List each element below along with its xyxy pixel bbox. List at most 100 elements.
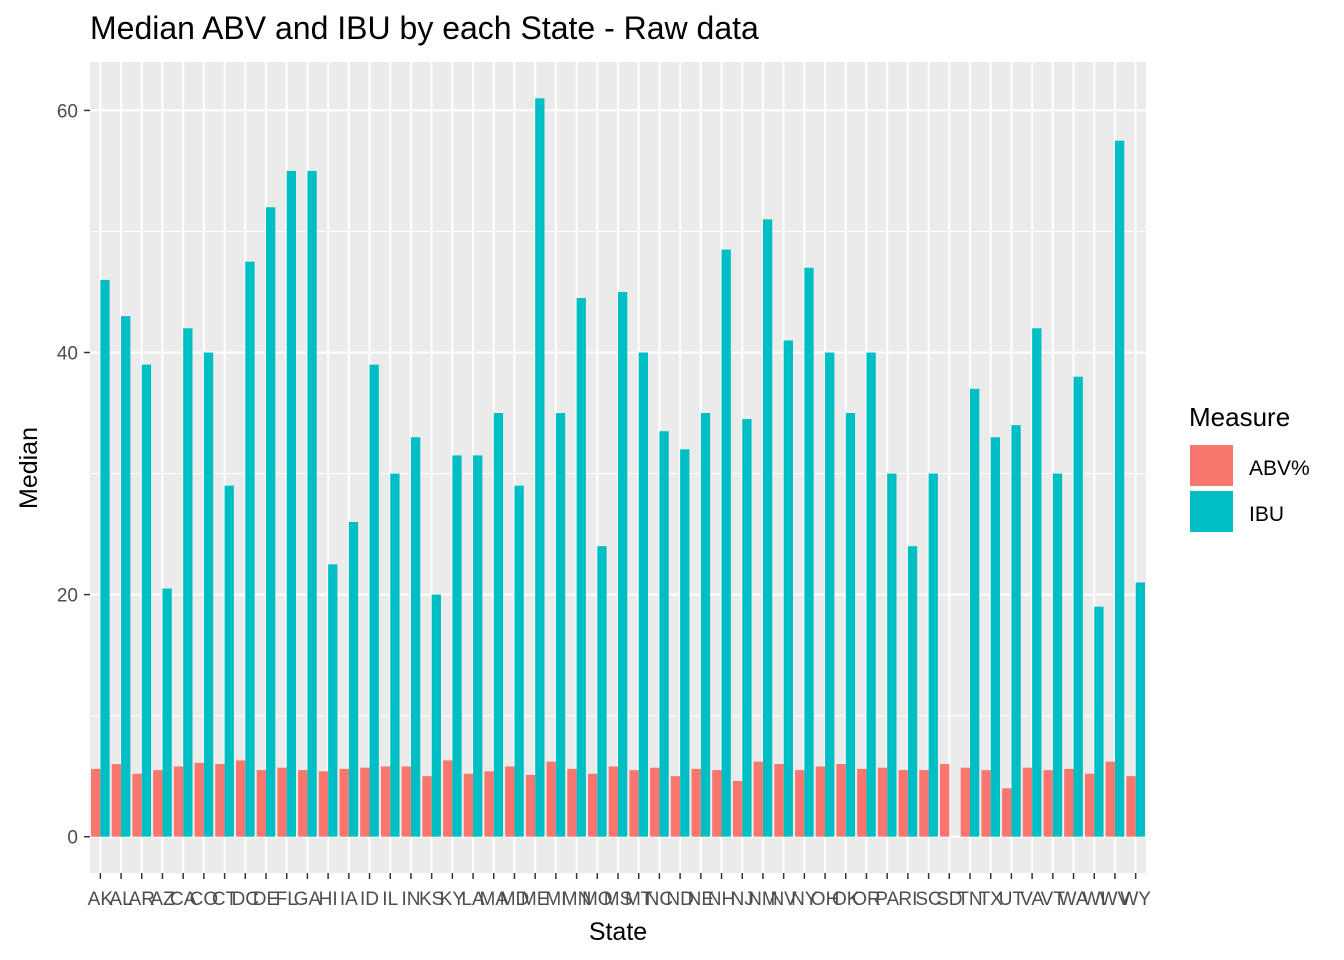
bar-ibu-ky [452, 455, 462, 837]
bar-ibu-ny [804, 267, 814, 837]
bar-ibu-pa [887, 473, 897, 837]
bar-abv-nv [774, 764, 784, 837]
bar-ibu-md [514, 485, 524, 837]
bar-abv-ca [173, 766, 184, 837]
bar-abv-in [401, 766, 411, 837]
x-tick-label-oh: OH [811, 889, 840, 910]
x-tick-label-md: MD [500, 889, 530, 910]
x-tick-label-ak: AK [88, 889, 114, 910]
bar-ibu-ca [183, 328, 193, 837]
bar-ibu-hi [328, 564, 338, 837]
x-tick-label-tx: TX [979, 889, 1004, 910]
bar-abv-pa [877, 767, 888, 837]
bar-abv-ne [691, 768, 701, 837]
bar-ibu-mi [555, 413, 566, 837]
x-tick-label-ks: KS [419, 889, 444, 910]
x-tick-label-dc: DC [232, 889, 259, 910]
x-tick-label-la: LA [461, 889, 485, 910]
bar-abv-il [380, 766, 391, 837]
x-tick-label-ma: MA [480, 889, 509, 910]
x-tick-label-co: CO [190, 889, 219, 910]
bar-ibu-wv [1114, 140, 1125, 837]
bar-ibu-sc [928, 473, 938, 837]
bar-ibu-az [162, 588, 172, 837]
bars [91, 98, 1145, 837]
legend-swatch-ibu [1190, 491, 1233, 532]
x-tick-label-mi: MI [545, 889, 566, 910]
x-tick-label-ut: UT [999, 889, 1025, 910]
bar-abv-sd [939, 764, 950, 837]
bar-ibu-me [535, 98, 545, 837]
bar-ibu-nm [762, 219, 773, 837]
bar-ibu-fl [286, 170, 297, 837]
x-tick-label-mn: MN [562, 889, 592, 910]
bar-abv-wy [1126, 776, 1136, 837]
x-tick-label-ne: NE [688, 889, 714, 910]
bar-abv-ok [836, 764, 846, 837]
bar-ibu-vt [1052, 473, 1063, 837]
x-tick-label-nj: NJ [731, 889, 754, 910]
y-tick-label: 40 [57, 344, 78, 365]
x-tick-label-ri: RI [898, 889, 917, 910]
bar-abv-id [360, 767, 370, 837]
bar-abv-ak [91, 768, 101, 837]
bar-abv-sc [919, 770, 929, 837]
bar-abv-fl [277, 767, 287, 837]
bar-abv-ia [339, 768, 349, 837]
x-tick-label-mo: MO [582, 889, 613, 910]
bar-abv-tx [981, 770, 991, 837]
bar-abv-or [857, 768, 867, 837]
x-tick-label-ny: NY [791, 889, 818, 910]
x-tick-label-ca: CA [170, 889, 197, 910]
bar-abv-ks [422, 776, 432, 837]
y-tick-label: 60 [57, 101, 78, 122]
bar-ibu-ks [431, 594, 441, 837]
bar-ibu-tn [970, 388, 980, 837]
bar-ibu-oh [825, 352, 835, 837]
bar-abv-de [256, 770, 266, 837]
x-tick-label-ar: AR [129, 889, 155, 910]
bar-ibu-nh [721, 249, 731, 837]
x-tick-label-ms: MS [604, 889, 633, 910]
bar-ibu-ak [100, 279, 110, 837]
x-tick-label-wa: WA [1059, 889, 1089, 910]
bar-ibu-co [203, 352, 214, 837]
x-tick-label-az: AZ [150, 889, 175, 910]
bar-abv-mt [629, 770, 639, 837]
bar-abv-ky [443, 760, 453, 837]
x-tick-label-hi: HI [319, 889, 338, 910]
bar-ibu-ok [845, 413, 856, 837]
x-tick-label-va: VA [1020, 889, 1044, 910]
bar-abv-me [525, 774, 536, 837]
bar-abv-vt [1043, 770, 1053, 837]
x-tick-label-nc: NC [646, 889, 673, 910]
bar-abv-nm [753, 761, 763, 837]
bar-abv-mo [587, 773, 598, 837]
bar-ibu-wy [1135, 582, 1145, 837]
bar-ibu-tx [990, 437, 1001, 837]
x-tick-label-ia: IA [340, 889, 358, 910]
bar-ibu-ar [141, 364, 152, 837]
bar-abv-ct [215, 764, 225, 837]
bar-ibu-ut [1011, 425, 1021, 837]
bar-abv-co [194, 762, 204, 837]
x-tick-label-ga: GA [294, 889, 322, 910]
bar-ibu-il [390, 473, 400, 837]
x-tick-label-de: DE [253, 889, 279, 910]
y-tick-label: 20 [57, 586, 78, 607]
x-tick-label-al: AL [109, 889, 132, 910]
x-tick-label-il: IL [382, 889, 398, 910]
x-tick-label-me: ME [521, 889, 550, 910]
bar-ibu-nc [659, 431, 669, 837]
bar-abv-ri [898, 770, 908, 837]
x-tick-label-ok: OK [832, 889, 860, 910]
x-tick-label-mt: MT [625, 889, 653, 910]
x-tick-label-fl: FL [276, 889, 298, 910]
y-axis-title: Median [15, 427, 43, 509]
legend-title: Measure [1189, 402, 1290, 432]
x-tick-label-nm: NM [748, 889, 778, 910]
legend-label-abv: ABV% [1249, 457, 1310, 480]
bar-abv-nd [670, 776, 681, 837]
